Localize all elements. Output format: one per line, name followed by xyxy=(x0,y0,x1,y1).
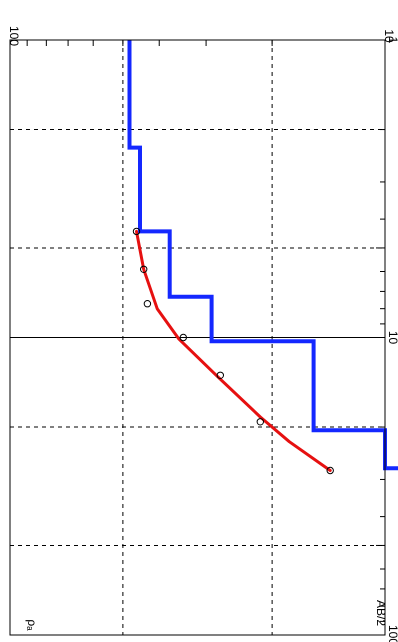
x-tick-label-1: 1 xyxy=(386,37,398,44)
plot-area xyxy=(127,40,398,475)
measured-point xyxy=(132,227,141,236)
x-axis-label: AB/2 xyxy=(374,600,388,626)
measured-point xyxy=(256,418,264,426)
x-tick-label-10: 10 xyxy=(386,331,398,345)
fitted-curve-line xyxy=(135,229,332,472)
y-tick-label-100: 100 xyxy=(7,26,21,46)
grid xyxy=(10,39,385,636)
measured-point xyxy=(143,300,152,308)
y-axis-label: ρₐ xyxy=(25,619,39,631)
measured-point xyxy=(179,333,188,342)
x-tick-label-100: 100 xyxy=(386,625,398,642)
measured-point xyxy=(140,265,148,273)
axis-ticks: 11010010100 xyxy=(7,26,398,642)
plot-frame xyxy=(9,39,386,636)
measured-point xyxy=(216,371,225,379)
axis-labels: AB/2 ρₐ xyxy=(25,600,388,631)
measured-point xyxy=(326,466,334,475)
y-tick-label-10: 10 xyxy=(382,29,396,43)
